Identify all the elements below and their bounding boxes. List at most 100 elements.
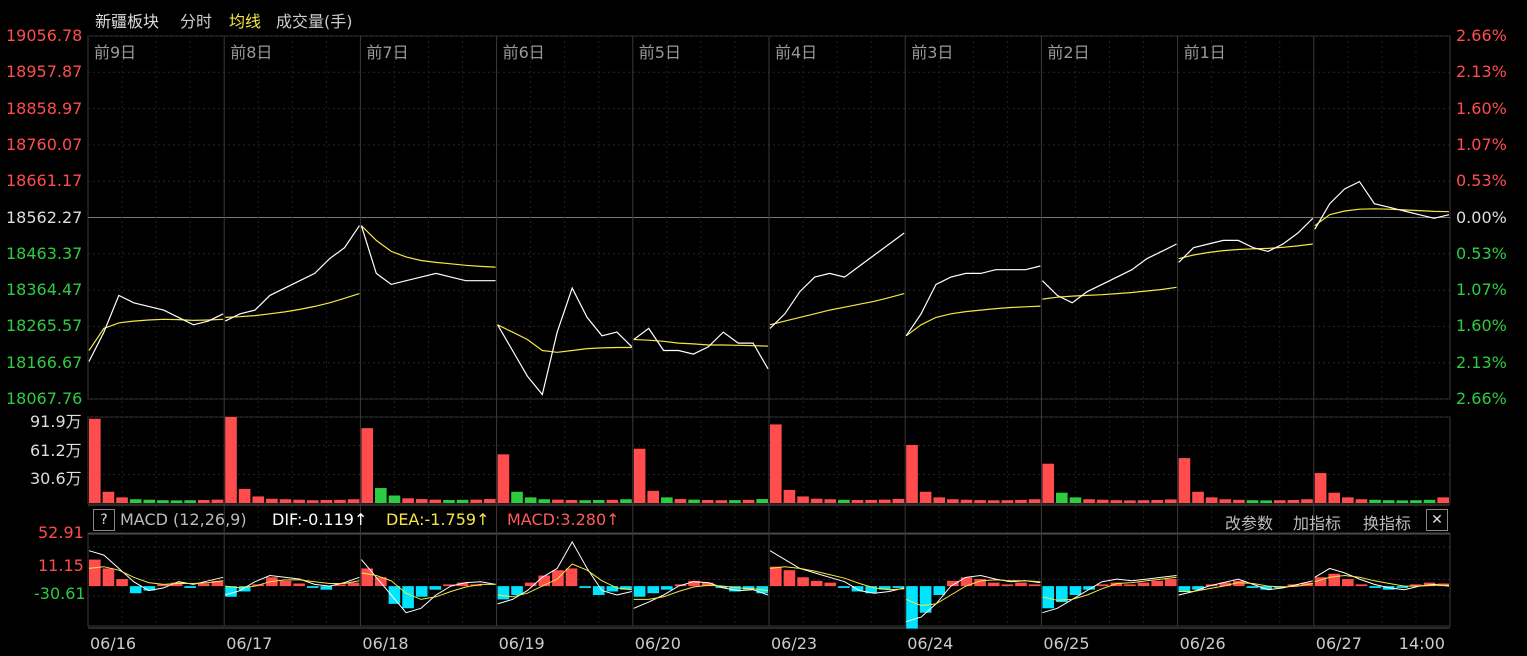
percent-tick: 2.13%: [1456, 352, 1507, 372]
percent-tick: 0.53%: [1456, 171, 1507, 191]
volume-bar: [483, 499, 496, 503]
price-tick: 18166.67: [6, 352, 83, 372]
volume-bar: [511, 491, 523, 503]
volume-bar: [1137, 500, 1150, 503]
macd-bar: [184, 586, 196, 588]
volume-bar: [715, 500, 728, 503]
price-tick: 18265.57: [6, 316, 83, 336]
avg-line: [225, 293, 360, 318]
date-tick: 06/26: [1179, 634, 1226, 653]
volume-bar: [1410, 500, 1422, 503]
macd-bar: [579, 586, 591, 588]
tab-volume[interactable]: 成交量(手): [276, 12, 353, 31]
macd-bar: [211, 580, 224, 587]
volume-bar: [1342, 497, 1354, 503]
volume-bar: [633, 448, 646, 503]
avg-line: [1178, 243, 1313, 260]
volume-bar: [974, 500, 986, 503]
switch-indicator-button[interactable]: 换指标: [1363, 514, 1412, 533]
change-params-button[interactable]: 改参数: [1225, 514, 1274, 533]
volume-bar: [919, 491, 932, 503]
price-tick: 18858.97: [6, 98, 83, 118]
macd-bar: [742, 586, 755, 590]
macd-bar: [1233, 580, 1245, 587]
macd-bar: [633, 586, 646, 597]
macd-bar: [116, 579, 128, 587]
volume-bar: [197, 500, 210, 503]
macd-bar: [620, 586, 632, 590]
date-tick: 06/17: [226, 634, 273, 653]
macd-bar: [824, 582, 837, 587]
volume-bar: [347, 499, 360, 503]
sector-title: 新疆板块: [95, 12, 160, 31]
macd-bar: [89, 559, 101, 587]
volume-bar: [129, 499, 142, 503]
macd-bar: [102, 568, 115, 587]
dea-line: [225, 579, 360, 589]
volume-bar: [279, 499, 292, 503]
close-icon[interactable]: ✕: [1426, 509, 1448, 531]
volume-bar: [933, 497, 946, 503]
macd-value: MACD:3.280↑: [507, 510, 620, 529]
volume-bar: [1273, 500, 1286, 503]
macd-bar: [1001, 584, 1014, 587]
macd-bar: [170, 582, 183, 587]
price-tick: 18364.47: [6, 280, 83, 300]
macd-bar: [565, 568, 578, 587]
date-tick: 06/24: [907, 634, 954, 653]
volume-bar: [661, 497, 673, 503]
macd-bar: [320, 586, 333, 590]
date-tick: 06/20: [634, 634, 681, 653]
macd-bar: [797, 577, 809, 587]
macd-bar: [851, 586, 864, 592]
macd-bar: [1355, 584, 1368, 587]
price-tick: 18760.07: [6, 134, 83, 154]
macd-tick: 11.15: [38, 555, 84, 575]
macd-bar: [1369, 586, 1381, 588]
tab-junxian[interactable]: 均线: [229, 12, 262, 31]
volume-bar: [770, 424, 782, 503]
macd-bar: [1083, 586, 1095, 590]
volume-bar: [306, 500, 319, 503]
macd-bar: [1151, 580, 1163, 587]
price-line: [88, 294, 224, 362]
percent-tick: 1.60%: [1456, 98, 1507, 118]
volume-bar: [1110, 500, 1123, 503]
volume-bar: [1314, 473, 1327, 503]
macd-bar: [443, 584, 455, 587]
macd-bar: [1423, 582, 1436, 587]
avg-line: [1042, 286, 1177, 300]
macd-bar: [497, 586, 510, 600]
macd-bar: [347, 582, 360, 587]
volume-bar: [1124, 500, 1136, 503]
volume-bar: [1178, 458, 1191, 503]
macd-bar: [1246, 586, 1259, 588]
price-line: [769, 232, 905, 329]
macd-tick: 52.91: [38, 523, 84, 542]
percent-tick: 0.00%: [1456, 207, 1507, 227]
volume-bar: [1042, 463, 1055, 503]
volume-bar: [960, 499, 973, 503]
date-tick: 06/16: [90, 634, 137, 653]
volume-bar: [415, 499, 428, 503]
macd-bar: [279, 580, 292, 587]
percent-tick: 1.07%: [1456, 280, 1507, 300]
volume-bar: [211, 499, 224, 503]
macd-bar: [1042, 586, 1055, 609]
macd-label[interactable]: MACD (12,26,9): [120, 510, 247, 529]
volume-bar: [1396, 500, 1409, 503]
volume-bar: [1423, 499, 1436, 503]
volume-bar: [647, 490, 660, 503]
macd-bar: [1192, 586, 1204, 590]
volume-bar: [1301, 499, 1313, 503]
macd-bar: [157, 584, 169, 587]
volume-bar: [1233, 499, 1245, 503]
add-indicator-button[interactable]: 加指标: [1293, 514, 1342, 533]
tab-fenshi[interactable]: 分时: [180, 12, 213, 31]
help-icon[interactable]: ?: [93, 509, 115, 531]
volume-tick: 91.9万: [30, 412, 82, 431]
dif-value: DIF:-0.119↑: [272, 510, 368, 529]
volume-bar: [552, 499, 564, 503]
macd-bar: [810, 580, 823, 587]
